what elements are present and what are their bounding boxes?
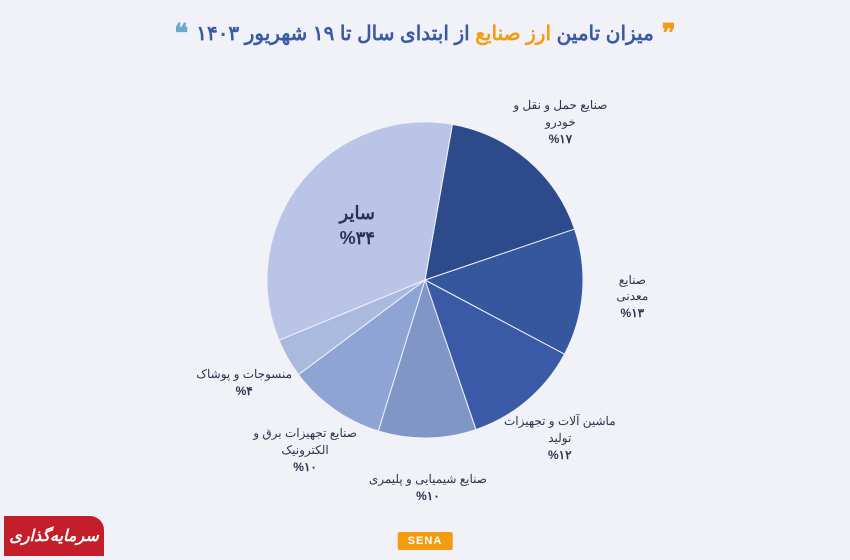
corner-logo: سرمایه‌گذاری [4,516,104,556]
quote-right-icon: ❞ [662,20,676,46]
slice-label: صنایع تجهیزات برق والکترونیک%۱۰ [253,425,357,475]
page-root: ❞ میزان تامین ارز صنایع از ابتدای سال تا… [0,0,850,560]
title-bar: ❞ میزان تامین ارز صنایع از ابتدای سال تا… [174,20,676,46]
chart-area: صنایع حمل و نقل وخودرو%۱۷ صنایع معدنی%۱۳ م… [175,80,675,480]
slice-label: صنایع معدنی%۱۳ [611,271,654,321]
slice-label: صنایع شیمیایی و پلیمری%۱۰ [369,471,487,505]
slice-label: منسوجات و پوشاک%۴ [196,366,292,400]
slice-label: صنایع حمل و نقل وخودرو%۱۷ [513,97,607,147]
chart-title: میزان تامین ارز صنایع از ابتدای سال تا ۱… [196,21,654,46]
footer-logo: SENA [398,532,453,550]
quote-left-icon: ❝ [174,20,188,46]
slice-label: سایر%۳۴ [340,200,376,250]
slice-label: ماشین آلات و تجهیزاتتولید%۱۲ [504,413,616,463]
